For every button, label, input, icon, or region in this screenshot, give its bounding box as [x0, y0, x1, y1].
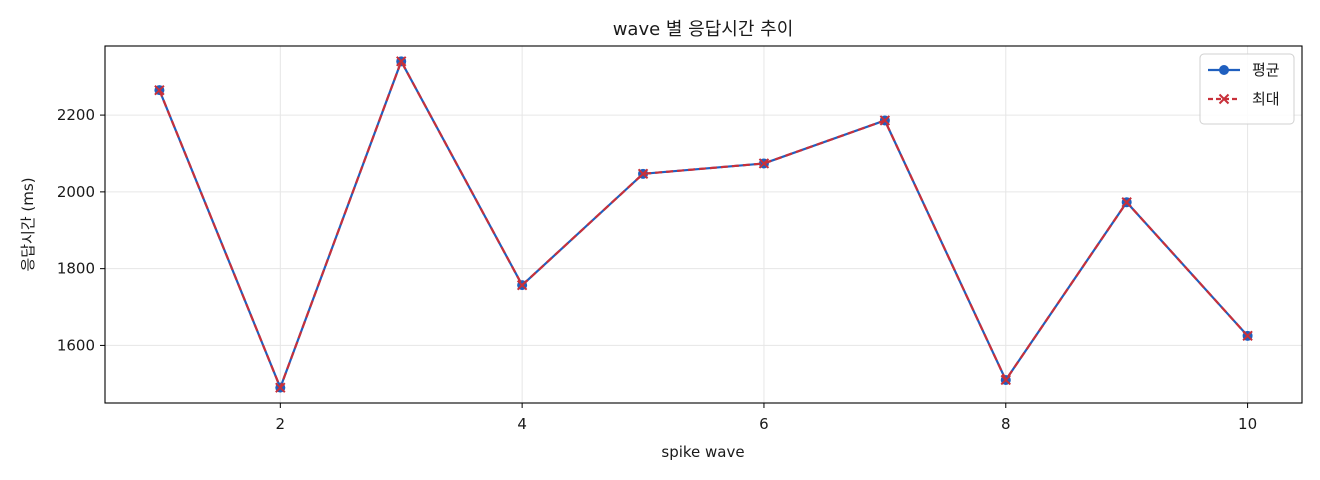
legend-marker [1219, 65, 1229, 75]
legend-box [1199, 53, 1295, 125]
grid-lines [105, 46, 1302, 403]
x-tick-label: 2 [276, 415, 286, 433]
series-1 [154, 56, 1253, 393]
data-point [275, 382, 286, 393]
legend-label: 최대 [1252, 90, 1280, 108]
series-line [158, 60, 1249, 389]
x-tick-label: 6 [759, 415, 769, 433]
data-point [154, 84, 165, 96]
legend-label: 평균 [1252, 61, 1280, 79]
axis-ticks: 2 4 6 8 10 1600 1800 2000 2200 [57, 106, 1257, 433]
data-point [396, 56, 407, 67]
data-point [1242, 330, 1253, 342]
plot-frame [104, 45, 1303, 404]
x-tick-label: 10 [1238, 415, 1257, 433]
data-point [758, 158, 770, 169]
y-tick-label: 1600 [57, 336, 95, 354]
data-point [516, 279, 528, 291]
series-line [158, 60, 1249, 389]
data-point [1121, 197, 1132, 208]
data-point [1000, 374, 1011, 386]
series-layer [154, 56, 1253, 393]
data-point [637, 168, 649, 180]
chart-title: wave 별 응답시간 추이 [613, 19, 794, 40]
y-tick-label: 1800 [57, 260, 95, 278]
y-axis-label: 응답시간 (ms) [19, 177, 37, 271]
y-tick-label: 2000 [57, 183, 95, 201]
legend-marker [1218, 93, 1230, 105]
x-axis-label: spike wave [661, 443, 744, 461]
series-2 [154, 56, 1253, 393]
data-point [879, 115, 891, 126]
x-tick-label: 8 [1001, 415, 1011, 433]
x-tick-label: 4 [517, 415, 527, 433]
y-tick-label: 2200 [57, 106, 95, 124]
